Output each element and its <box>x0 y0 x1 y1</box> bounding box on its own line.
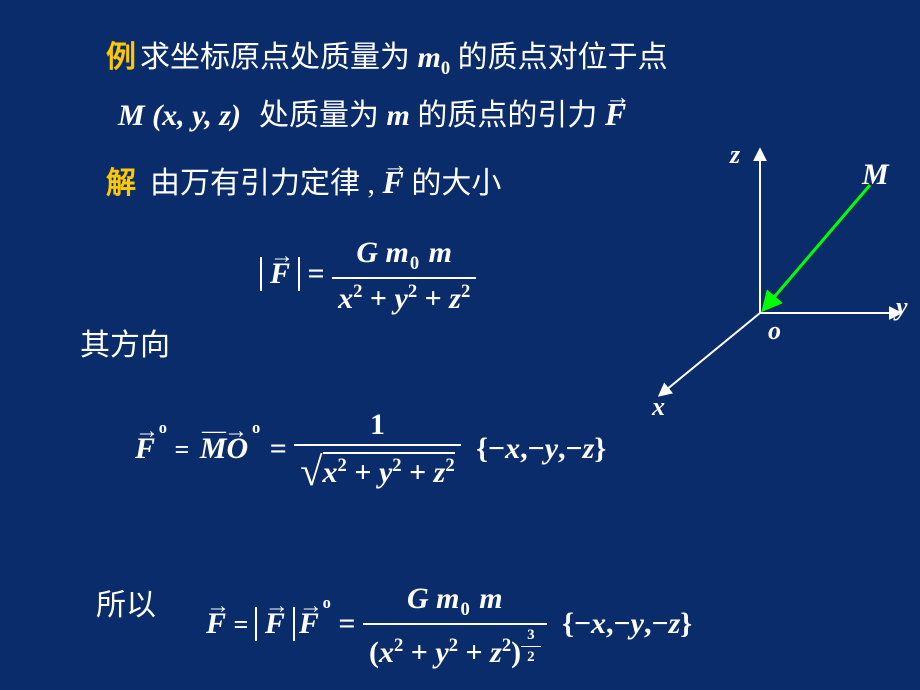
M-point-label: M <box>862 158 889 192</box>
x-axis-label: x <box>652 392 665 422</box>
z-axis-label: z <box>730 140 740 170</box>
slide: 例 求坐标原点处质量为 m0 的质点对位于点 M (x, y, z) 处质量为 … <box>0 0 920 690</box>
y-axis-label: y <box>896 292 908 322</box>
axes-diagram <box>0 0 920 690</box>
origin-label: o <box>768 316 781 346</box>
